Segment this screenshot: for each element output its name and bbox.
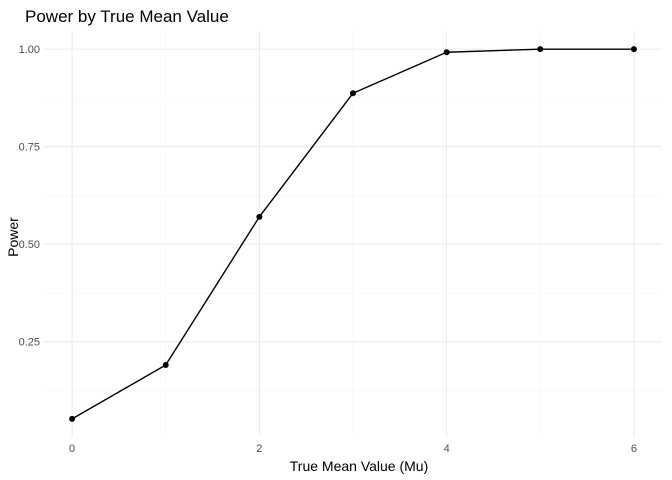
data-point bbox=[350, 90, 356, 97]
data-point bbox=[630, 46, 637, 53]
grid-minor bbox=[44, 31, 662, 437]
x-axis-title: True Mean Value (Mu) bbox=[290, 458, 429, 474]
y-tick-label: 1.00 bbox=[19, 44, 40, 56]
x-tick-label: 6 bbox=[631, 443, 637, 455]
x-tick-label: 0 bbox=[69, 443, 75, 455]
x-tick-label: 2 bbox=[256, 443, 262, 455]
y-tick-label: 0.25 bbox=[19, 337, 40, 349]
tick-layer: 0 2 4 6 0.25 0.50 0.75 1.00 bbox=[19, 44, 637, 455]
series-layer bbox=[69, 46, 637, 422]
x-tick-label: 4 bbox=[444, 443, 450, 455]
y-tick-label: 0.75 bbox=[19, 142, 40, 154]
data-point bbox=[443, 49, 450, 56]
data-point bbox=[69, 415, 76, 422]
y-tick-label: 0.50 bbox=[19, 239, 40, 251]
data-point bbox=[537, 46, 544, 53]
y-axis-title: Power bbox=[5, 217, 21, 257]
data-point bbox=[256, 213, 263, 220]
data-point bbox=[162, 362, 169, 369]
chart-title: Power by True Mean Value bbox=[25, 7, 229, 26]
